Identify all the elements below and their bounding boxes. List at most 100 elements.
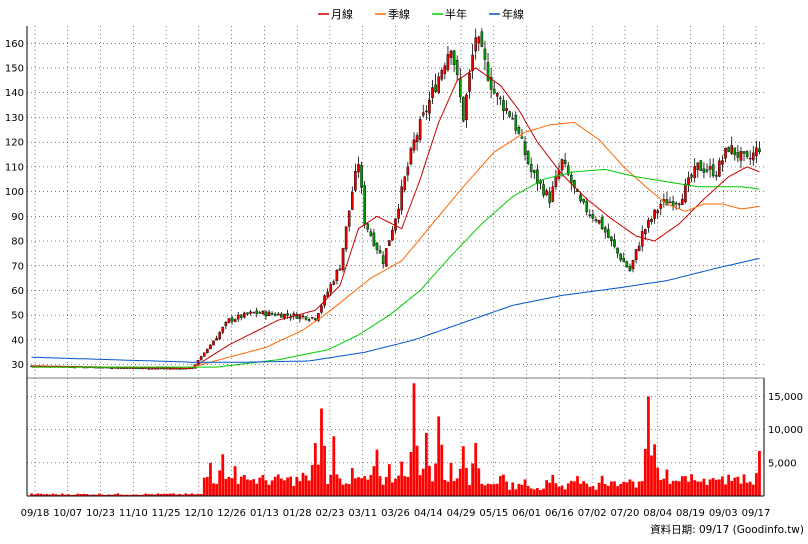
candle-body (640, 231, 644, 247)
volume-bar (135, 494, 138, 496)
volume-bar (141, 494, 144, 496)
candle-body (684, 183, 687, 203)
volume-bar (107, 494, 111, 496)
volume-bar (742, 474, 746, 496)
candle-body (634, 249, 638, 261)
candle-body (668, 201, 672, 204)
candle-body (258, 312, 262, 314)
volume-bar (668, 483, 672, 496)
volume-bar (178, 493, 181, 496)
candlestick (366, 223, 370, 233)
volume-bar (674, 480, 678, 496)
candle-body (378, 250, 382, 254)
volume-bar (671, 480, 675, 496)
volume-bar (261, 475, 265, 496)
candle-body (560, 159, 564, 171)
candle-body (310, 317, 314, 319)
volume-bar (690, 474, 693, 496)
candlestick (147, 368, 151, 370)
date-tick-label: 08/04 (643, 508, 672, 519)
legend-label: 季線 (388, 7, 410, 21)
candle-body (363, 185, 366, 225)
volume-bar (335, 474, 339, 496)
legend: 月線 季線 半年 年線 (318, 7, 524, 21)
volume-bar (588, 486, 592, 496)
candlestick (452, 49, 456, 72)
volume-bar (409, 451, 413, 496)
legend-label: 年線 (502, 7, 524, 21)
volume-bar (193, 494, 197, 496)
volume-bar (622, 481, 626, 496)
candlestick (317, 313, 320, 323)
volume-bar (461, 446, 465, 496)
candlestick (329, 282, 333, 297)
volume-bar (751, 484, 755, 496)
volume-bar (637, 481, 641, 496)
candlestick (326, 288, 329, 298)
candle-body (545, 190, 548, 196)
candlestick (511, 112, 515, 120)
volume-bar (122, 494, 126, 496)
volume-bar (659, 480, 663, 496)
candle-body (273, 313, 277, 316)
volume-bar (131, 494, 135, 496)
volume-bar (539, 490, 542, 496)
candle-body (110, 367, 114, 370)
date-tick-label: 07/20 (610, 508, 639, 519)
price-tick-label: 50 (11, 311, 24, 322)
candlestick (243, 311, 246, 319)
volume-bar (79, 494, 83, 496)
candlestick (418, 116, 422, 143)
volume-bar (446, 481, 450, 496)
candlestick (517, 125, 521, 135)
candle-body (718, 160, 721, 177)
candle-body (671, 201, 675, 207)
legend-item: 月線 (318, 7, 353, 21)
candlestick (255, 307, 259, 318)
volume-bar (48, 494, 52, 496)
volume-bar (452, 481, 456, 496)
candlestick (650, 217, 653, 225)
candlestick (681, 193, 684, 205)
date-tick-label: 06/01 (512, 508, 541, 519)
candle-body (480, 31, 484, 47)
candlestick (344, 226, 348, 253)
candlestick (656, 208, 659, 220)
date-tick-label: 10/23 (86, 508, 115, 519)
candle-body (202, 352, 206, 357)
volume-bar (736, 476, 740, 496)
candle-body (665, 199, 669, 206)
candlestick (582, 198, 585, 205)
volume-bar (196, 493, 200, 496)
volume-bar (202, 477, 206, 496)
volume-bar (54, 494, 58, 496)
volume-bar (138, 494, 141, 496)
volume-bar (387, 464, 391, 496)
candle-body (147, 368, 151, 370)
candle-body (418, 119, 422, 140)
candle-body (338, 268, 342, 271)
candlestick (600, 214, 604, 230)
candle-body (755, 147, 758, 157)
ma-halfyear-line (31, 168, 760, 368)
candle-body (532, 170, 536, 174)
volume-bar (440, 444, 444, 496)
candlestick (412, 132, 416, 154)
volume-bar (443, 479, 447, 496)
volume-bar (94, 494, 98, 496)
candlestick (375, 241, 379, 255)
candle-body (357, 164, 360, 173)
candlestick (499, 95, 502, 106)
volume-bar (465, 467, 468, 496)
candle-body (304, 316, 308, 320)
volume-bar (434, 463, 437, 496)
candle-body (613, 239, 616, 247)
candle-body (261, 310, 265, 315)
candle-body (597, 219, 601, 224)
tick-labels: 30 40 50 60 70 80 90 100 110 120 130 140 150 160 5,000… (5, 39, 803, 519)
volume-bar (150, 494, 154, 496)
candle-body (474, 37, 478, 52)
volume-bar (378, 476, 382, 496)
volume-bar (412, 383, 416, 496)
volume-bar (514, 489, 518, 496)
